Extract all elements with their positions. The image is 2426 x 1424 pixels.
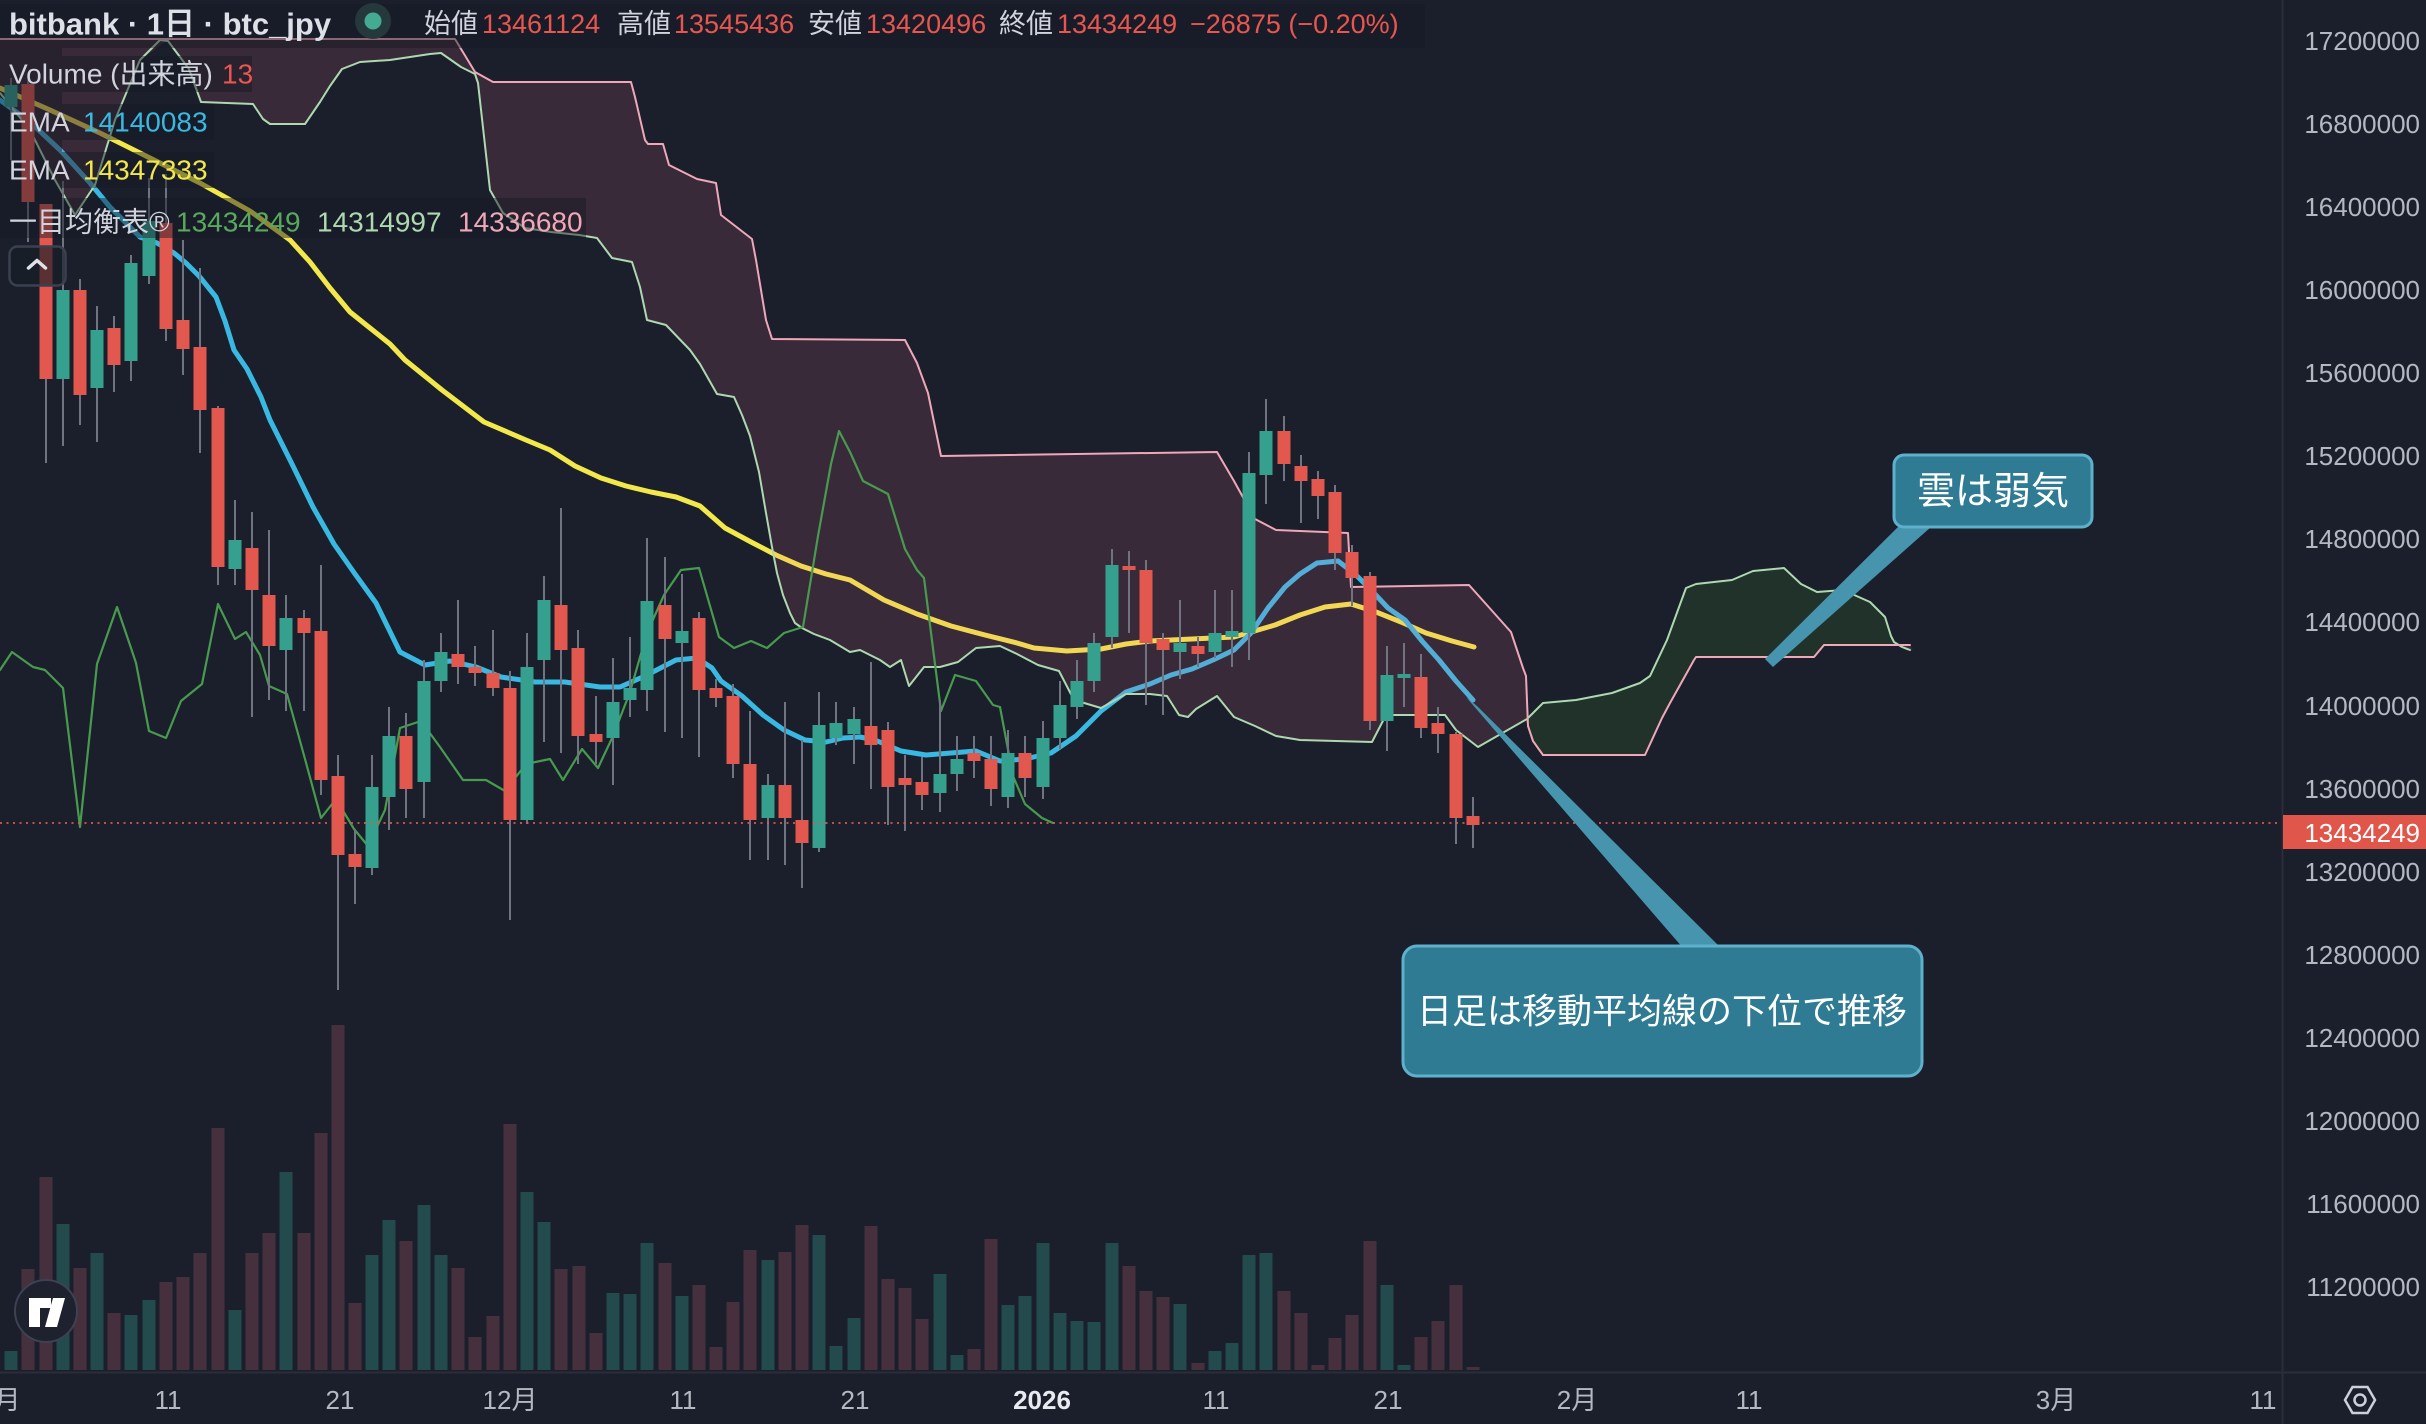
svg-text:14800000: 14800000 [2304, 524, 2420, 554]
svg-text:終値: 終値 [999, 9, 1053, 39]
svg-text:11: 11 [155, 1385, 182, 1415]
svg-text:16800000: 16800000 [2304, 109, 2420, 139]
svg-text:bitbank · 1日 · btc_jpy: bitbank · 1日 · btc_jpy [9, 7, 332, 42]
svg-text:11600000: 11600000 [2306, 1189, 2420, 1219]
svg-text:21: 21 [326, 1385, 355, 1415]
svg-text:21: 21 [1374, 1385, 1403, 1415]
svg-text:13: 13 [222, 59, 253, 90]
svg-text:21: 21 [841, 1385, 870, 1415]
svg-text:14314997: 14314997 [317, 207, 442, 238]
svg-text:14140083: 14140083 [83, 107, 208, 138]
svg-text:EMA: EMA [9, 107, 70, 138]
svg-text:12400000: 12400000 [2304, 1023, 2420, 1053]
svg-text:高値: 高値 [617, 9, 671, 39]
svg-text:13434249: 13434249 [2304, 818, 2420, 848]
svg-text:始値: 始値 [424, 9, 478, 39]
svg-text:雲は弱気: 雲は弱気 [1917, 471, 2069, 513]
svg-text:15600000: 15600000 [2304, 358, 2420, 388]
svg-text:14400000: 14400000 [2304, 607, 2420, 637]
svg-text:12月: 12月 [483, 1385, 538, 1415]
svg-text:15200000: 15200000 [2304, 441, 2420, 471]
svg-text:12800000: 12800000 [2304, 940, 2420, 970]
svg-text:安値: 安値 [808, 9, 862, 39]
svg-text:12000000: 12000000 [2304, 1106, 2420, 1136]
svg-text:11: 11 [1203, 1385, 1230, 1415]
svg-text:14000000: 14000000 [2304, 691, 2420, 721]
svg-text:14347333: 14347333 [83, 155, 208, 186]
svg-text:17200000: 17200000 [2304, 26, 2420, 56]
svg-text:16400000: 16400000 [2304, 192, 2420, 222]
svg-text:11: 11 [2250, 1385, 2277, 1415]
svg-text:EMA: EMA [9, 155, 70, 186]
svg-text:13434249: 13434249 [1057, 9, 1177, 39]
svg-text:2月: 2月 [1557, 1385, 1597, 1415]
svg-text:14336680: 14336680 [458, 207, 583, 238]
svg-text:11月: 11月 [0, 1385, 21, 1415]
svg-text:13420496: 13420496 [866, 9, 986, 39]
svg-text:Volume (出来高): Volume (出来高) [9, 59, 213, 90]
svg-text:13434249: 13434249 [176, 207, 301, 238]
svg-text:11: 11 [1736, 1385, 1763, 1415]
svg-text:13600000: 13600000 [2304, 774, 2420, 804]
svg-text:11: 11 [670, 1385, 697, 1415]
svg-text:−26875 (−0.20%): −26875 (−0.20%) [1190, 9, 1399, 39]
svg-text:2026: 2026 [1013, 1385, 1071, 1415]
svg-text:13461124: 13461124 [482, 9, 600, 39]
svg-text:3月: 3月 [2036, 1385, 2076, 1415]
svg-text:13545436: 13545436 [674, 9, 794, 39]
svg-text:16000000: 16000000 [2304, 275, 2420, 305]
svg-text:13200000: 13200000 [2304, 857, 2420, 887]
svg-text:一目均衡表®: 一目均衡表® [9, 207, 170, 238]
svg-text:日足は移動平均線の下位で推移: 日足は移動平均線の下位で推移 [1417, 993, 1907, 1032]
svg-text:11200000: 11200000 [2306, 1272, 2420, 1302]
